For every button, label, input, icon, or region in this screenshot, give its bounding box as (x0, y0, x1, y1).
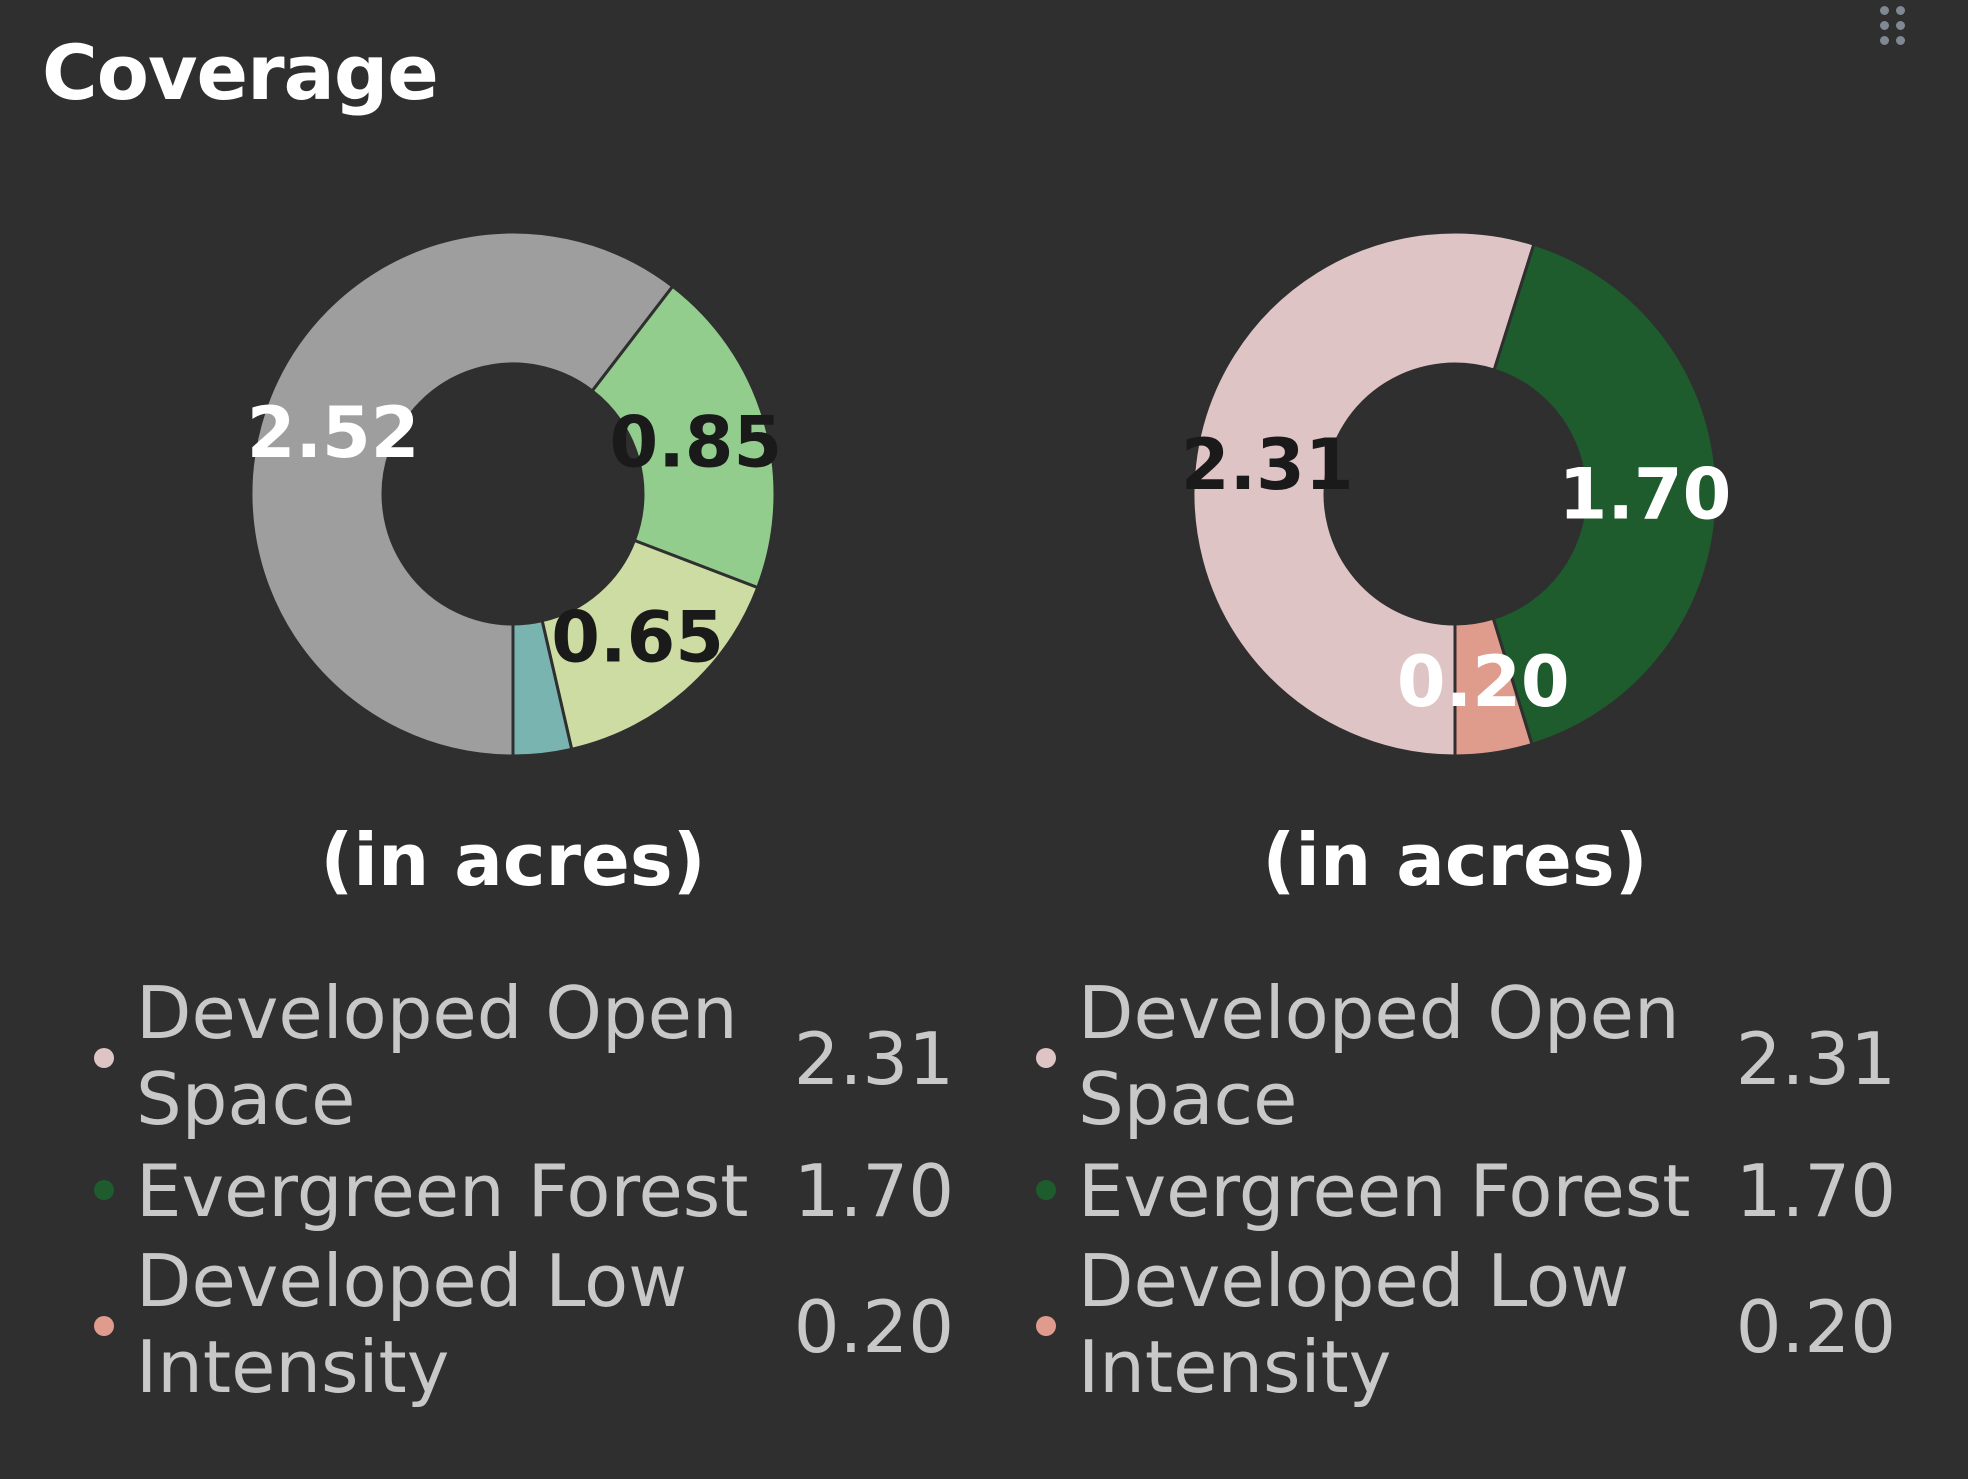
slice-label-0: 2.31 (1181, 424, 1354, 506)
legend-item-evergreen-forest: Evergreen Forest 1.70 (1036, 1148, 1896, 1238)
donut-slice-1[interactable] (1491, 242, 1719, 747)
legend-label: Developed Low Intensity (1078, 1239, 1630, 1409)
donut-slice-0[interactable] (249, 230, 675, 758)
slice-label-1: 1.70 (1559, 454, 1732, 536)
unit-label-right: (in acres) (1262, 818, 1648, 902)
donut-slice-2[interactable] (540, 538, 760, 752)
legend-dot (1036, 1316, 1056, 1336)
legend-value: 2.31 (1735, 1017, 1896, 1101)
legend-dot (94, 1180, 114, 1200)
legend-item-developed-low-intensity: Developed Low Intensity 0.20 (94, 1238, 954, 1416)
donut-slice-3[interactable] (511, 618, 574, 758)
slice-label-2: 0.20 (1397, 641, 1570, 723)
slice-label-0: 2.52 (247, 392, 420, 474)
legend-dot (94, 1048, 114, 1068)
legend-value: 1.70 (1735, 1149, 1896, 1233)
donut-slice-1[interactable] (590, 284, 777, 590)
legend-dot (1036, 1180, 1056, 1200)
legend-value: 1.70 (793, 1149, 954, 1233)
slice-label-2: 0.65 (551, 596, 724, 678)
legend-value: 2.31 (793, 1017, 954, 1101)
legend-item-evergreen-forest: Evergreen Forest 1.70 (94, 1148, 954, 1238)
legend-label: Evergreen Forest (136, 1149, 749, 1233)
legend-label: Evergreen Forest (1078, 1149, 1691, 1233)
donut-chart-right: 2.31 1.70 0.20 (1181, 230, 1732, 758)
legend-value: 0.20 (793, 1285, 954, 1369)
legend-item-developed-open-space: Developed Open Space 2.31 (1036, 970, 1896, 1148)
legend-label: Developed Low Intensity (136, 1239, 688, 1409)
legend-dot (1036, 1048, 1056, 1068)
legend-value: 0.20 (1735, 1285, 1896, 1369)
legend-item-developed-open-space: Developed Open Space 2.31 (94, 970, 954, 1148)
slice-label-1: 0.85 (610, 401, 783, 483)
legend-item-developed-low-intensity: Developed Low Intensity 0.20 (1036, 1238, 1896, 1416)
legend-label: Developed Open Space (1078, 971, 1680, 1141)
unit-label-left: (in acres) (320, 818, 706, 902)
card-title: Coverage (42, 28, 439, 117)
donut-slice-0[interactable] (1191, 230, 1536, 758)
legend-label: Developed Open Space (136, 971, 738, 1141)
donut-chart-left: 2.52 0.85 0.65 (247, 230, 783, 758)
grip-dots-icon[interactable] (1878, 2, 1908, 52)
legend-dot (94, 1316, 114, 1336)
donut-slice-2[interactable] (1453, 616, 1534, 758)
